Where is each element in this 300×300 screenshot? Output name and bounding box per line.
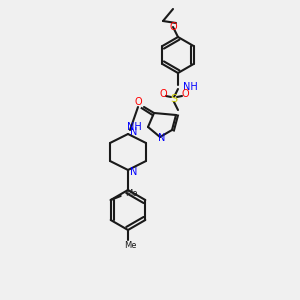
Text: Me: Me [125, 188, 137, 197]
Text: O: O [181, 89, 189, 99]
Text: Me: Me [124, 242, 136, 250]
Text: NH: NH [127, 122, 142, 132]
Text: S: S [170, 94, 178, 104]
Text: O: O [134, 97, 142, 107]
Text: N: N [130, 127, 138, 137]
Text: O: O [169, 22, 177, 32]
Text: N: N [158, 133, 166, 143]
Text: NH: NH [183, 82, 198, 92]
Text: O: O [159, 89, 167, 99]
Text: N: N [130, 167, 138, 177]
